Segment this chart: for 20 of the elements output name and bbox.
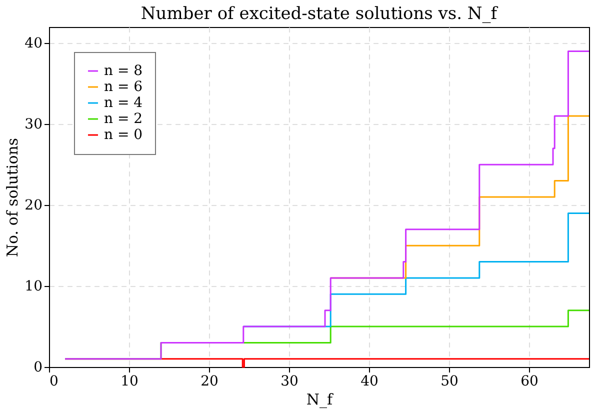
x-tick-label: 10 [120,374,138,390]
legend-label: n = 0 [104,127,143,143]
y-tick-label: 30 [24,116,42,133]
chart-title: Number of excited-state solutions vs. N_f [140,4,499,24]
legend-label: n = 4 [104,95,143,111]
y-tick-label: 40 [24,36,42,52]
x-axis-title: N_f [306,390,334,408]
y-tick-label: 20 [24,198,42,214]
legend-label: n = 8 [104,63,143,79]
y-tick-label: 0 [34,360,42,376]
legend-label: n = 6 [104,79,143,95]
x-tick-label: 50 [440,374,458,390]
legend-label: n = 2 [104,111,143,127]
x-tick-label: 0 [50,374,58,390]
y-tick-label: 10 [24,278,42,295]
y-axis-title: No. of solutions [4,138,22,258]
x-tick-label: 60 [520,374,538,390]
x-tick-label: 20 [200,374,218,390]
x-tick-label: 30 [280,374,298,390]
x-tick-label: 40 [360,374,378,390]
